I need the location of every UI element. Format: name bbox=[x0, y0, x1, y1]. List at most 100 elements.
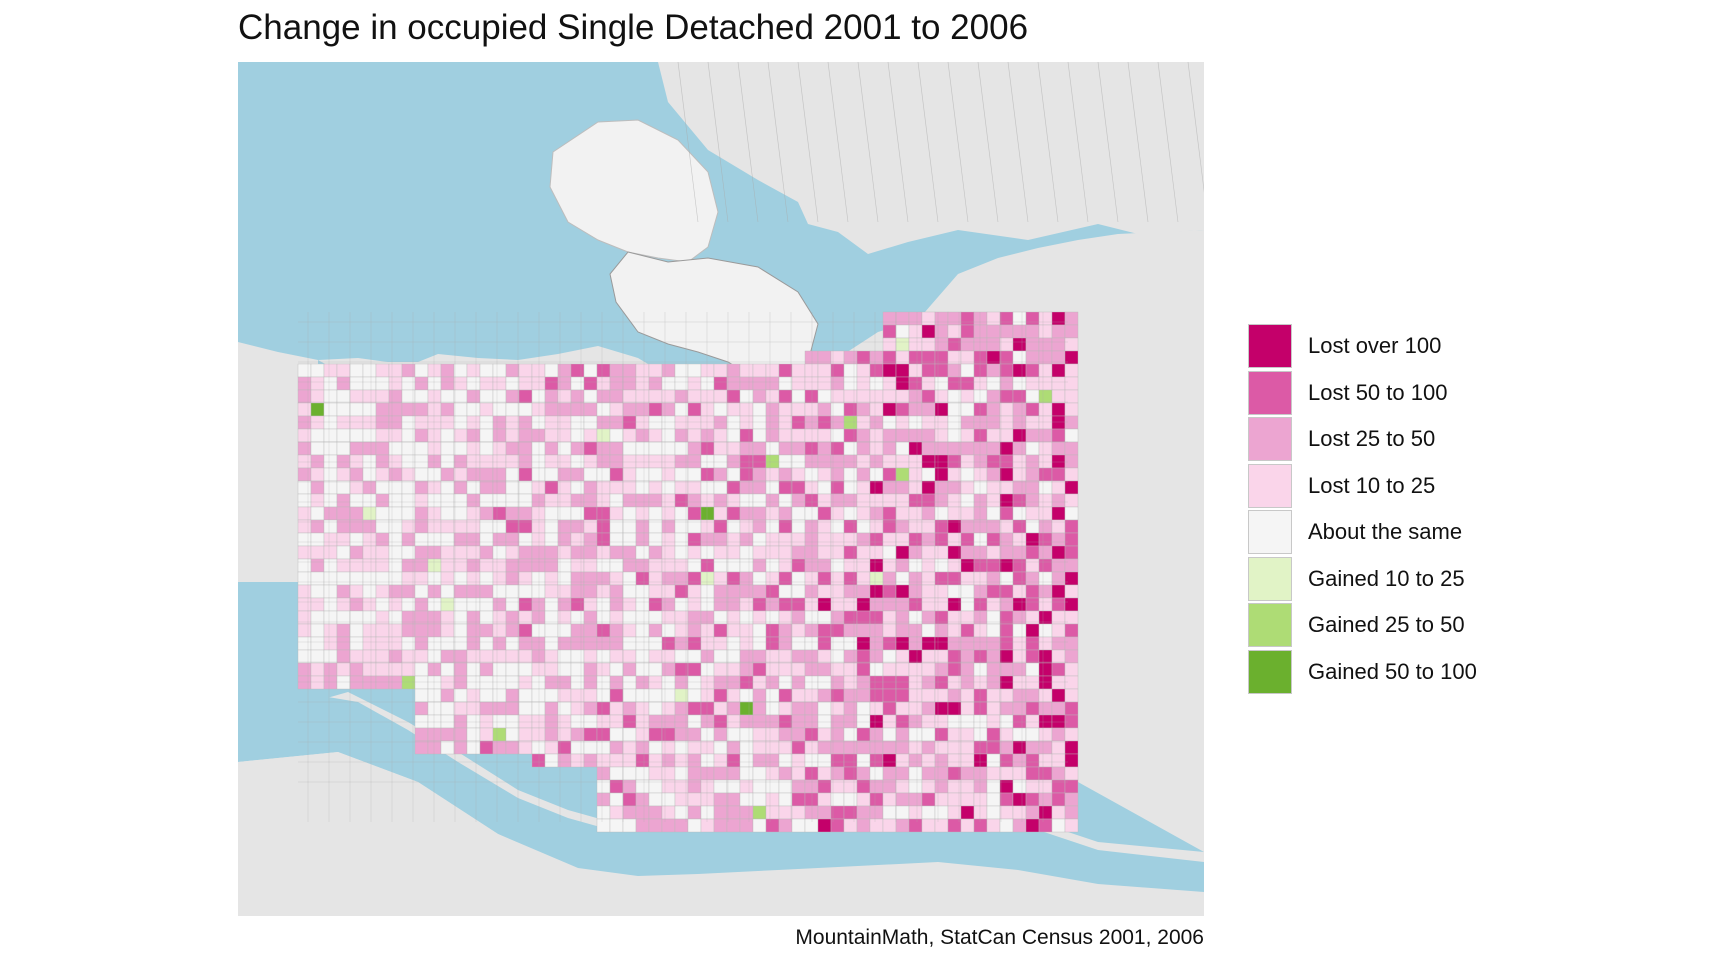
census-tract bbox=[336, 597, 351, 612]
census-tract bbox=[492, 597, 507, 612]
census-tract bbox=[882, 584, 897, 599]
census-tract bbox=[323, 493, 338, 508]
census-tract bbox=[479, 623, 494, 638]
census-tract bbox=[895, 766, 910, 781]
census-tract bbox=[687, 376, 702, 391]
census-tract bbox=[895, 688, 910, 703]
census-tract bbox=[869, 714, 884, 729]
sea-island bbox=[238, 752, 618, 916]
census-tract bbox=[362, 376, 377, 391]
census-tract bbox=[765, 506, 780, 521]
census-tract bbox=[414, 545, 429, 560]
census-tract bbox=[778, 428, 793, 443]
census-tract bbox=[336, 558, 351, 573]
census-tract bbox=[986, 636, 1001, 651]
legend-label: Lost 25 to 50 bbox=[1308, 426, 1436, 452]
census-tract bbox=[986, 753, 1001, 768]
census-tract bbox=[960, 714, 975, 729]
census-tract bbox=[869, 623, 884, 638]
census-tract bbox=[999, 727, 1014, 742]
census-tract bbox=[596, 506, 611, 521]
census-tract bbox=[297, 376, 312, 391]
census-tract bbox=[791, 493, 806, 508]
census-tract bbox=[375, 389, 390, 404]
census-tract bbox=[895, 571, 910, 586]
census-tract bbox=[609, 389, 624, 404]
census-tract bbox=[583, 493, 598, 508]
census-tract bbox=[752, 701, 767, 716]
census-tract bbox=[544, 623, 559, 638]
census-tract bbox=[596, 558, 611, 573]
census-tract bbox=[661, 740, 676, 755]
census-tract bbox=[661, 662, 676, 677]
census-tract bbox=[908, 714, 923, 729]
census-tract bbox=[1012, 727, 1027, 742]
census-tract bbox=[440, 597, 455, 612]
census-tract bbox=[882, 740, 897, 755]
census-tract bbox=[531, 714, 546, 729]
census-tract bbox=[791, 532, 806, 547]
census-tract bbox=[778, 766, 793, 781]
census-tract bbox=[1012, 311, 1027, 326]
census-tract bbox=[544, 571, 559, 586]
census-tract bbox=[297, 649, 312, 664]
census-tract bbox=[427, 701, 442, 716]
census-tract bbox=[466, 480, 481, 495]
census-tract bbox=[583, 688, 598, 703]
census-tract bbox=[1051, 727, 1066, 742]
census-tract bbox=[726, 597, 741, 612]
census-tract bbox=[687, 662, 702, 677]
census-tract bbox=[908, 662, 923, 677]
census-tract bbox=[713, 818, 728, 833]
census-tract bbox=[1038, 441, 1053, 456]
census-tract bbox=[700, 688, 715, 703]
census-tract bbox=[583, 597, 598, 612]
census-tract bbox=[414, 597, 429, 612]
census-tract bbox=[1012, 480, 1027, 495]
census-tract bbox=[570, 649, 585, 664]
census-tract bbox=[713, 714, 728, 729]
map-canvas[interactable] bbox=[238, 62, 1204, 916]
census-tract bbox=[635, 714, 650, 729]
census-tract bbox=[778, 688, 793, 703]
census-tract bbox=[804, 753, 819, 768]
census-tract bbox=[479, 467, 494, 482]
census-tract bbox=[492, 727, 507, 742]
census-tract bbox=[856, 584, 871, 599]
census-tract bbox=[596, 753, 611, 768]
census-tract bbox=[531, 506, 546, 521]
census-tract bbox=[375, 597, 390, 612]
census-tract bbox=[609, 662, 624, 677]
census-tract bbox=[726, 714, 741, 729]
census-tract bbox=[973, 389, 988, 404]
census-tract bbox=[739, 428, 754, 443]
census-tract bbox=[609, 714, 624, 729]
census-tract bbox=[427, 688, 442, 703]
census-tract bbox=[453, 441, 468, 456]
census-tract bbox=[414, 688, 429, 703]
census-tract bbox=[453, 597, 468, 612]
census-tract bbox=[1051, 597, 1066, 612]
census-tract bbox=[479, 597, 494, 612]
census-tract bbox=[726, 584, 741, 599]
map-panel[interactable] bbox=[238, 62, 1204, 916]
census-tract bbox=[622, 740, 637, 755]
census-tract bbox=[1012, 363, 1027, 378]
census-tract bbox=[1051, 701, 1066, 716]
census-tract bbox=[1025, 623, 1040, 638]
census-tract bbox=[1025, 467, 1040, 482]
census-tract bbox=[856, 428, 871, 443]
census-tract bbox=[817, 571, 832, 586]
legend-swatch bbox=[1248, 556, 1292, 601]
census-tract bbox=[323, 662, 338, 677]
census-tract bbox=[492, 623, 507, 638]
census-tract bbox=[336, 649, 351, 664]
census-tract bbox=[1025, 649, 1040, 664]
census-tract bbox=[531, 545, 546, 560]
census-tract bbox=[869, 727, 884, 742]
census-tract bbox=[661, 415, 676, 430]
census-tract bbox=[765, 623, 780, 638]
census-tract bbox=[440, 389, 455, 404]
census-tract bbox=[440, 714, 455, 729]
census-tract bbox=[1025, 493, 1040, 508]
